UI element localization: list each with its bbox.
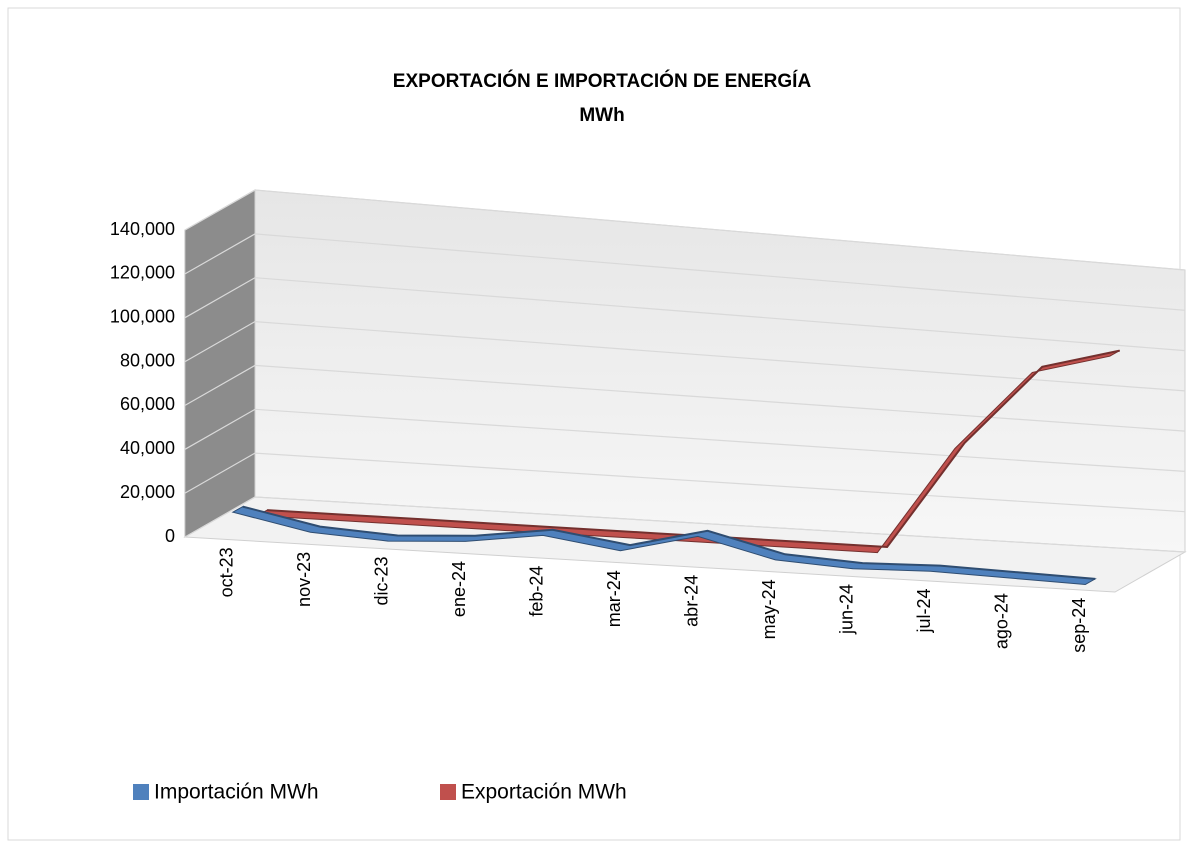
- x-tick-label: abr-24: [682, 575, 702, 627]
- series-line: [242, 505, 1096, 580]
- y-tick-label: 80,000: [120, 350, 175, 370]
- x-tick-label: feb-24: [527, 566, 547, 617]
- x-tick-label: ago-24: [992, 593, 1012, 649]
- grid-line: [184, 408, 1186, 472]
- grid-line: [184, 320, 1186, 392]
- x-tick-label: dic-23: [372, 557, 392, 606]
- grid-line: [184, 364, 1186, 432]
- y-tick-label: 100,000: [110, 306, 175, 326]
- x-tick-label: oct-23: [217, 547, 237, 597]
- y-tick-label: 40,000: [120, 438, 175, 458]
- legend-label: Importación MWh: [154, 781, 319, 804]
- grid-line: [184, 496, 1186, 553]
- legend-swatch: [133, 784, 149, 800]
- plot-area: 0 20,000 40,000 60,000 80,000 100,000 120,000 1…: [110, 189, 1187, 653]
- legend-label: Exportación MWh: [461, 781, 627, 804]
- grid-line: [184, 189, 1186, 271]
- x-tick-label: sep-24: [1069, 598, 1089, 653]
- chart-title: EXPORTACIÓN E IMPORTACIÓN DE ENERGÍA: [393, 70, 812, 92]
- x-tick-label: jun-24: [837, 584, 857, 635]
- side-wall: [184, 189, 256, 538]
- y-tick-label: 120,000: [110, 263, 175, 283]
- x-tick-label: may-24: [759, 579, 779, 639]
- legend-swatch: [440, 784, 456, 800]
- x-tick-label: ene-24: [449, 561, 469, 617]
- grid-line: [184, 277, 1186, 352]
- y-tick-label: 60,000: [120, 394, 175, 414]
- chart-subtitle: MWh: [579, 105, 624, 126]
- y-tick-label: 140,000: [110, 219, 175, 239]
- x-tick-label: mar-24: [604, 570, 624, 627]
- y-tick-label: 20,000: [120, 482, 175, 502]
- x-tick-label: jul-24: [914, 589, 934, 634]
- y-tick-label: 0: [165, 526, 175, 546]
- grid-line: [184, 233, 1186, 311]
- grid-line: [184, 452, 1186, 513]
- x-tick-label: nov-23: [294, 552, 314, 607]
